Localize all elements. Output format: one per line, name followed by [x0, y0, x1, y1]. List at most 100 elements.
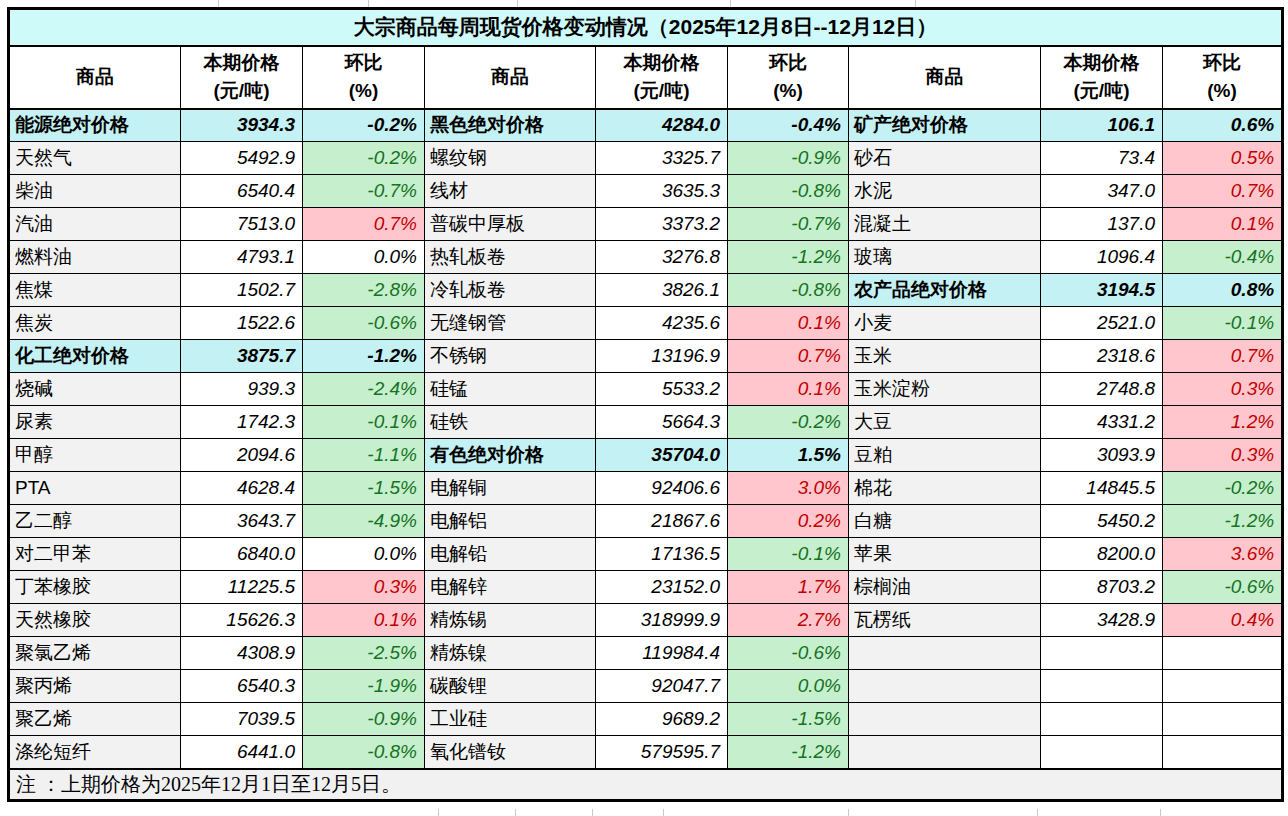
commodity-name-cell[interactable]: 燃料油 — [9, 241, 181, 274]
price-cell[interactable]: 106.1 — [1041, 109, 1163, 142]
section-name-cell[interactable]: 农产品绝对价格 — [849, 274, 1041, 307]
pct-change-cell[interactable]: -0.9% — [303, 703, 425, 736]
footnote[interactable]: 注 ：上期价格为2025年12月1日至12月5日。 — [9, 769, 1283, 801]
price-cell[interactable] — [1041, 736, 1163, 769]
pct-change-cell[interactable]: -1.9% — [303, 670, 425, 703]
price-cell[interactable]: 9689.2 — [596, 703, 728, 736]
commodity-name-cell[interactable]: 螺纹钢 — [425, 142, 596, 175]
table-title[interactable]: 大宗商品每周现货价格变动情况（2025年12月8日--12月12日） — [9, 9, 1283, 46]
pct-change-cell[interactable]: 0.7% — [1163, 175, 1283, 208]
commodity-name-cell[interactable]: 聚乙烯 — [9, 703, 181, 736]
price-cell[interactable]: 3934.3 — [181, 109, 303, 142]
section-name-cell[interactable]: 黑色绝对价格 — [425, 109, 596, 142]
price-cell[interactable]: 318999.9 — [596, 604, 728, 637]
pct-change-cell[interactable]: 0.2% — [728, 505, 849, 538]
price-cell[interactable]: 3194.5 — [1041, 274, 1163, 307]
commodity-name-cell[interactable]: 焦煤 — [9, 274, 181, 307]
pct-change-cell[interactable]: 0.0% — [728, 670, 849, 703]
price-cell[interactable]: 92047.7 — [596, 670, 728, 703]
commodity-name-cell[interactable]: 混凝土 — [849, 208, 1041, 241]
price-cell[interactable]: 3635.3 — [596, 175, 728, 208]
col-header-pct-1[interactable]: 环比 (%) — [303, 46, 425, 109]
commodity-name-cell[interactable]: 聚丙烯 — [9, 670, 181, 703]
price-cell[interactable]: 2094.6 — [181, 439, 303, 472]
commodity-name-cell[interactable]: 电解铜 — [425, 472, 596, 505]
commodity-name-cell[interactable]: 玉米 — [849, 340, 1041, 373]
commodity-name-cell[interactable]: 焦炭 — [9, 307, 181, 340]
price-cell[interactable]: 939.3 — [181, 373, 303, 406]
pct-change-cell[interactable]: -1.5% — [303, 472, 425, 505]
commodity-name-cell[interactable]: 棉花 — [849, 472, 1041, 505]
pct-change-cell[interactable]: -0.6% — [1163, 571, 1283, 604]
price-cell[interactable]: 7513.0 — [181, 208, 303, 241]
commodity-name-cell[interactable]: 汽油 — [9, 208, 181, 241]
commodity-name-cell[interactable]: 电解锌 — [425, 571, 596, 604]
price-cell[interactable]: 73.4 — [1041, 142, 1163, 175]
commodity-name-cell[interactable]: 柴油 — [9, 175, 181, 208]
commodity-name-cell[interactable]: 对二甲苯 — [9, 538, 181, 571]
price-cell[interactable] — [1041, 670, 1163, 703]
price-cell[interactable]: 4331.2 — [1041, 406, 1163, 439]
commodity-name-cell[interactable]: 豆粕 — [849, 439, 1041, 472]
pct-change-cell[interactable]: 0.1% — [1163, 208, 1283, 241]
pct-change-cell[interactable]: -0.2% — [303, 109, 425, 142]
section-name-cell[interactable]: 矿产绝对价格 — [849, 109, 1041, 142]
commodity-name-cell[interactable] — [849, 736, 1041, 769]
pct-change-cell[interactable]: -1.2% — [728, 241, 849, 274]
price-cell[interactable]: 8200.0 — [1041, 538, 1163, 571]
pct-change-cell[interactable] — [1163, 703, 1283, 736]
commodity-name-cell[interactable]: 不锈钢 — [425, 340, 596, 373]
pct-change-cell[interactable]: 2.7% — [728, 604, 849, 637]
commodity-name-cell[interactable]: 砂石 — [849, 142, 1041, 175]
commodity-name-cell[interactable]: 硅锰 — [425, 373, 596, 406]
price-cell[interactable]: 23152.0 — [596, 571, 728, 604]
pct-change-cell[interactable]: 0.1% — [303, 604, 425, 637]
price-cell[interactable]: 3428.9 — [1041, 604, 1163, 637]
pct-change-cell[interactable]: -0.2% — [728, 406, 849, 439]
pct-change-cell[interactable]: -0.6% — [303, 307, 425, 340]
pct-change-cell[interactable]: -0.4% — [1163, 241, 1283, 274]
commodity-name-cell[interactable]: 热轧板卷 — [425, 241, 596, 274]
pct-change-cell[interactable]: 1.7% — [728, 571, 849, 604]
price-cell[interactable]: 14845.5 — [1041, 472, 1163, 505]
price-cell[interactable]: 4793.1 — [181, 241, 303, 274]
section-name-cell[interactable]: 有色绝对价格 — [425, 439, 596, 472]
commodity-name-cell[interactable]: 精炼镍 — [425, 637, 596, 670]
price-cell[interactable] — [1041, 703, 1163, 736]
commodity-name-cell[interactable]: 冷轧板卷 — [425, 274, 596, 307]
pct-change-cell[interactable]: 0.7% — [303, 208, 425, 241]
price-cell[interactable]: 8703.2 — [1041, 571, 1163, 604]
price-cell[interactable]: 15626.3 — [181, 604, 303, 637]
commodity-name-cell[interactable]: 玉米淀粉 — [849, 373, 1041, 406]
commodity-name-cell[interactable] — [849, 670, 1041, 703]
commodity-name-cell[interactable]: 涤纶短纤 — [9, 736, 181, 769]
price-cell[interactable]: 11225.5 — [181, 571, 303, 604]
col-header-commodity-2[interactable]: 商品 — [425, 46, 596, 109]
price-cell[interactable]: 17136.5 — [596, 538, 728, 571]
pct-change-cell[interactable]: -4.9% — [303, 505, 425, 538]
commodity-name-cell[interactable]: 小麦 — [849, 307, 1041, 340]
price-cell[interactable] — [1041, 637, 1163, 670]
col-header-pct-2[interactable]: 环比 (%) — [728, 46, 849, 109]
pct-change-cell[interactable]: 0.0% — [303, 241, 425, 274]
commodity-name-cell[interactable]: 电解铝 — [425, 505, 596, 538]
price-cell[interactable]: 579595.7 — [596, 736, 728, 769]
price-cell[interactable]: 4628.4 — [181, 472, 303, 505]
pct-change-cell[interactable]: -0.1% — [1163, 307, 1283, 340]
commodity-name-cell[interactable]: 乙二醇 — [9, 505, 181, 538]
pct-change-cell[interactable]: -2.8% — [303, 274, 425, 307]
price-cell[interactable]: 6840.0 — [181, 538, 303, 571]
price-cell[interactable]: 3373.2 — [596, 208, 728, 241]
price-cell[interactable]: 137.0 — [1041, 208, 1163, 241]
price-cell[interactable]: 6441.0 — [181, 736, 303, 769]
pct-change-cell[interactable]: 3.0% — [728, 472, 849, 505]
commodity-name-cell[interactable]: 线材 — [425, 175, 596, 208]
pct-change-cell[interactable]: -1.2% — [1163, 505, 1283, 538]
commodity-name-cell[interactable]: PTA — [9, 472, 181, 505]
price-cell[interactable]: 4284.0 — [596, 109, 728, 142]
price-cell[interactable]: 3093.9 — [1041, 439, 1163, 472]
pct-change-cell[interactable]: 1.2% — [1163, 406, 1283, 439]
price-cell[interactable]: 3276.8 — [596, 241, 728, 274]
commodity-name-cell[interactable]: 玻璃 — [849, 241, 1041, 274]
commodity-name-cell[interactable]: 碳酸锂 — [425, 670, 596, 703]
